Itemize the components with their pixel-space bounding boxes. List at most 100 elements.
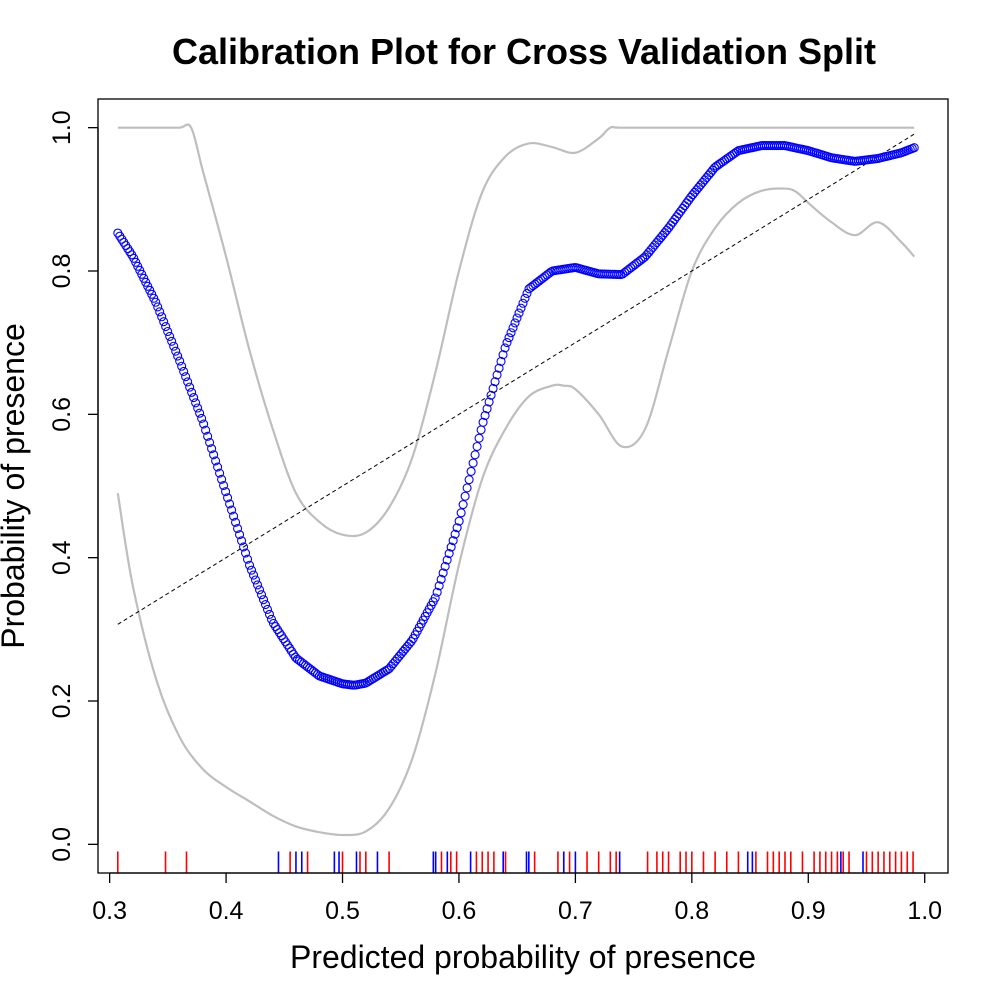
fitted-point xyxy=(478,417,488,427)
fitted-point xyxy=(201,425,211,435)
x-tick-label: 0.3 xyxy=(92,897,127,925)
x-tick-label: 0.7 xyxy=(558,897,593,925)
fitted-point xyxy=(197,413,207,424)
fitted-point xyxy=(909,143,919,153)
fitted-point xyxy=(189,393,199,403)
y-axis: 0.0 0.2 0.4 0.6 0.8 1.0 xyxy=(48,110,99,862)
x-tick-label: 1.0 xyxy=(907,897,942,925)
fitted-point xyxy=(440,561,450,572)
fitted-point xyxy=(258,595,269,605)
fitted-point xyxy=(209,450,219,460)
reference-line xyxy=(117,133,915,625)
fitted-point xyxy=(732,147,742,157)
fitted-point xyxy=(163,326,173,337)
fitted-point xyxy=(240,548,251,558)
fitted-point xyxy=(468,458,478,468)
fitted-point xyxy=(668,217,678,227)
fitted-point xyxy=(494,363,504,373)
y-tick-label: 0.2 xyxy=(48,684,76,719)
fitted-point xyxy=(454,516,464,526)
fitted-point xyxy=(510,318,520,328)
x-tick-label: 0.8 xyxy=(674,897,709,925)
fitted-point xyxy=(207,444,217,454)
fitted-point xyxy=(217,474,227,484)
fitted-point xyxy=(502,338,512,348)
fitted-point xyxy=(484,397,494,407)
x-axis-title: Predicted probability of presence xyxy=(290,939,756,975)
y-tick-label: 0.8 xyxy=(48,254,76,289)
fitted-point xyxy=(153,302,163,312)
fitted-point xyxy=(264,609,275,619)
fitted-point xyxy=(175,356,185,366)
x-tick-label: 0.4 xyxy=(209,897,244,925)
fitted-point xyxy=(452,523,462,533)
fitted-point xyxy=(183,377,193,387)
fitted-point xyxy=(496,356,506,367)
fitted-point xyxy=(169,341,179,351)
fitted-point xyxy=(165,331,175,341)
y-tick-label: 0.0 xyxy=(48,827,76,862)
fitted-point xyxy=(674,209,684,219)
y-axis-title: Probability of presence xyxy=(0,323,31,649)
fitted-point xyxy=(242,554,253,564)
fitted-point xyxy=(516,303,526,313)
fitted-point xyxy=(173,351,183,361)
fitted-point xyxy=(159,317,169,327)
fitted-point xyxy=(244,560,255,570)
fitted-point xyxy=(199,419,209,429)
fitted-point xyxy=(464,475,474,485)
fitted-point xyxy=(666,220,676,230)
fitted-point xyxy=(235,530,245,540)
fitted-point xyxy=(450,529,460,539)
fitted-point xyxy=(680,201,690,211)
fitted-point xyxy=(213,462,223,472)
fitted-point xyxy=(472,441,482,452)
fitted-point xyxy=(436,574,446,584)
fitted-point xyxy=(466,466,476,476)
series-layer xyxy=(113,123,919,837)
fitted-point xyxy=(171,346,181,356)
y-tick-label: 0.4 xyxy=(48,540,76,575)
fitted-point xyxy=(672,212,682,222)
chart-title: Calibration Plot for Cross Validation Sp… xyxy=(172,31,876,72)
fitted-point xyxy=(676,206,686,216)
fitted-point xyxy=(682,198,692,208)
fitted-point xyxy=(492,370,502,380)
fitted-point xyxy=(460,491,470,501)
fitted-point xyxy=(239,542,249,552)
fitted-point xyxy=(195,408,205,418)
rug-layer xyxy=(116,851,914,873)
fitted-point xyxy=(254,585,265,595)
fitted-point xyxy=(670,214,680,225)
fitted-point xyxy=(151,297,161,307)
plot-frame xyxy=(97,98,949,874)
fitted-point xyxy=(203,431,213,441)
fitted-point xyxy=(252,580,263,590)
fitted-point xyxy=(215,468,225,478)
fitted-point xyxy=(221,487,231,497)
fitted-points xyxy=(113,141,919,690)
fitted-point xyxy=(233,523,243,534)
fitted-point xyxy=(248,570,259,580)
fitted-point xyxy=(518,298,528,308)
fitted-point xyxy=(225,499,235,509)
fitted-point xyxy=(474,433,484,443)
fitted-point xyxy=(480,410,490,421)
upper-confidence-band xyxy=(117,123,915,538)
fitted-point xyxy=(157,312,167,322)
fitted-point xyxy=(482,404,492,414)
fitted-point xyxy=(504,333,514,343)
fitted-point xyxy=(486,390,496,400)
fitted-point xyxy=(187,387,197,397)
fitted-point xyxy=(161,322,171,332)
fitted-point xyxy=(448,536,458,546)
x-tick-label: 0.6 xyxy=(442,897,477,925)
fitted-point xyxy=(442,555,452,565)
fitted-point xyxy=(430,593,440,603)
fitted-point xyxy=(177,361,187,371)
fitted-point xyxy=(227,505,237,515)
fitted-point xyxy=(458,500,468,510)
fitted-point xyxy=(211,456,221,466)
